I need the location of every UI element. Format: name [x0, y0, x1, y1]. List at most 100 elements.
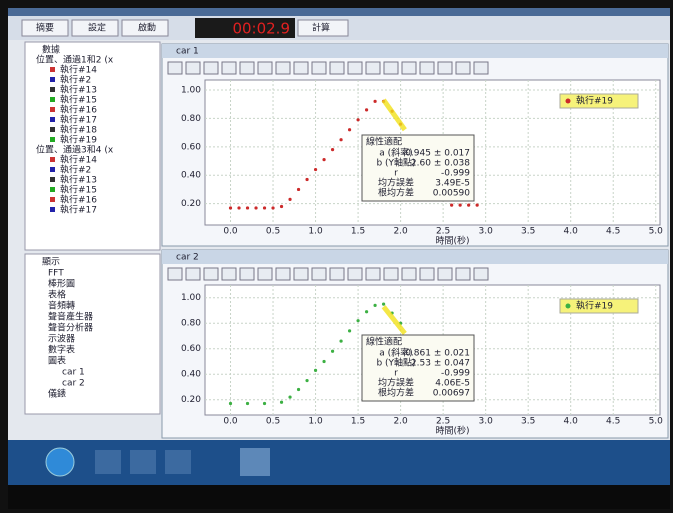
y-tick-label: 0.40 [181, 171, 201, 181]
x-axis-label: 時間(秒) [435, 425, 469, 437]
data-point [331, 148, 334, 151]
tree-run: 執行#17 [60, 114, 97, 126]
fit-value: -0.999 [441, 169, 470, 179]
data-point [459, 203, 462, 206]
fit-value: 4.06E-5 [435, 379, 470, 389]
tree-run: 執行#15 [60, 94, 97, 106]
data-point [237, 206, 240, 209]
legend-marker [566, 304, 571, 309]
chart-tool [222, 268, 236, 280]
fit-name: 根均方差 [378, 187, 414, 199]
data-point [450, 203, 453, 206]
x-tick-label: 5.0 [649, 227, 664, 237]
chart-tool [384, 62, 398, 74]
tree-title: 顯示 [42, 257, 60, 268]
x-tick-label: 4.5 [606, 417, 620, 427]
chart-tool [438, 268, 452, 280]
fit-value: 2.53 ± 0.047 [411, 359, 470, 369]
chart-tool [438, 62, 452, 74]
fit-title: 線性適配 [366, 336, 402, 348]
data-point [476, 203, 479, 206]
start-orb[interactable] [46, 448, 74, 476]
setup-label: 設定 [88, 22, 106, 34]
chart-tool [456, 62, 470, 74]
x-tick-label: 2.5 [436, 227, 450, 237]
chart-tool [186, 268, 200, 280]
chart-tool [186, 62, 200, 74]
tree-run: 執行#15 [60, 184, 97, 196]
data-point [297, 188, 300, 191]
legend-marker [566, 99, 571, 104]
summary-label: 摘要 [36, 22, 54, 34]
data-point [373, 100, 376, 103]
run-icon [50, 107, 55, 112]
fit-name: 根均方差 [378, 387, 414, 399]
fit-name: 均方誤差 [378, 177, 414, 189]
fit-value: -0.861 ± 0.021 [402, 349, 470, 359]
data-point [348, 128, 351, 131]
chart-tool [204, 268, 218, 280]
display-panel [25, 254, 160, 414]
x-tick-label: 2.5 [436, 417, 450, 427]
calculate-label: 計算 [312, 22, 330, 34]
legend-entry: 執行#19 [576, 300, 613, 312]
chart-tool [258, 268, 272, 280]
start-label: 啟動 [138, 22, 156, 34]
data-point [271, 206, 274, 209]
tree-run: 執行#16 [60, 104, 97, 116]
chart-tool [402, 62, 416, 74]
taskbar-icon[interactable] [165, 450, 191, 474]
x-axis-label: 時間(秒) [435, 235, 469, 247]
data-point [305, 379, 308, 382]
timer: 00:02.9 [232, 20, 290, 38]
run-icon [50, 157, 55, 162]
y-tick-label: 1.00 [181, 293, 201, 303]
data-point [314, 168, 317, 171]
y-tick-label: 0.80 [181, 319, 201, 329]
chart-tool [258, 62, 272, 74]
data-point [322, 158, 325, 161]
fit-name: 均方誤差 [378, 377, 414, 389]
chart-tool [348, 268, 362, 280]
taskbar-icon[interactable] [240, 448, 270, 476]
taskbar-icon[interactable] [130, 450, 156, 474]
fit-value: 2.60 ± 0.038 [411, 159, 470, 169]
data-point [348, 329, 351, 332]
y-tick-label: 1.00 [181, 85, 201, 95]
x-tick-label: 5.0 [649, 417, 664, 427]
run-icon [50, 207, 55, 212]
data-point [339, 138, 342, 141]
fit-value: 0.00697 [433, 389, 470, 399]
tree-title: 數據 [42, 44, 60, 56]
run-icon [50, 77, 55, 82]
x-tick-label: 4.0 [564, 417, 579, 427]
taskbar-icon[interactable] [95, 450, 121, 474]
x-tick-label: 3.0 [478, 227, 493, 237]
data-point [339, 339, 342, 342]
data-point [280, 401, 283, 404]
fit-value: 0.00590 [433, 189, 470, 199]
y-tick-label: 0.20 [181, 199, 201, 209]
fit-name: r [394, 169, 398, 179]
chart-tool [168, 268, 182, 280]
chart-tool [294, 268, 308, 280]
data-point [365, 108, 368, 111]
data-point [280, 205, 283, 208]
data-point [356, 319, 359, 322]
window-titlebar [162, 250, 668, 264]
display-item: car 1 [62, 368, 85, 378]
data-point [288, 396, 291, 399]
chart-tool [366, 62, 380, 74]
data-point [254, 206, 257, 209]
x-tick-label: 0.0 [223, 227, 238, 237]
bezel [8, 485, 670, 509]
chart-tool [348, 62, 362, 74]
page: 摘要 設定 啟動 00:02.9 計算 數據位置、通過1和2 (x執行#14執行… [0, 0, 673, 509]
display-item: 數字表 [48, 344, 75, 356]
display-item: FFT [48, 269, 64, 279]
data-point [305, 178, 308, 181]
data-point [297, 388, 300, 391]
display-item: 聲音產生器 [48, 311, 93, 323]
run-icon [50, 117, 55, 122]
run-icon [50, 87, 55, 92]
